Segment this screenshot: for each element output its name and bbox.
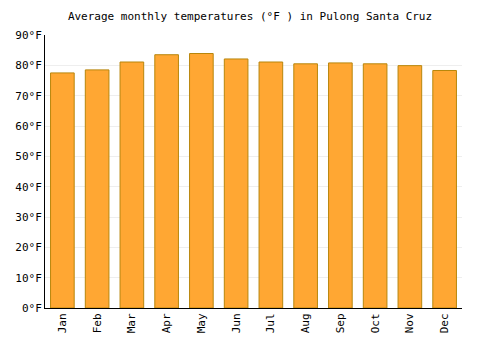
- svg-text:80°F: 80°F: [15, 59, 42, 72]
- svg-text:Dec: Dec: [438, 313, 451, 333]
- svg-text:90°F: 90°F: [15, 29, 42, 42]
- svg-text:Nov: Nov: [403, 313, 416, 333]
- svg-text:Jan: Jan: [56, 313, 69, 333]
- svg-text:0°F: 0°F: [22, 302, 42, 315]
- svg-text:Jul: Jul: [264, 313, 277, 333]
- svg-text:Aug: Aug: [299, 313, 312, 333]
- svg-text:Sep: Sep: [334, 313, 347, 333]
- svg-text:Oct: Oct: [369, 313, 382, 333]
- svg-text:Apr: Apr: [160, 313, 173, 333]
- svg-text:50°F: 50°F: [15, 150, 42, 163]
- svg-text:Average monthly temperatures (: Average monthly temperatures (°F ) in Pu…: [68, 10, 432, 23]
- svg-text:Feb: Feb: [91, 313, 104, 333]
- svg-text:70°F: 70°F: [15, 90, 42, 103]
- svg-text:Mar: Mar: [125, 313, 138, 333]
- svg-text:Jun: Jun: [230, 313, 243, 333]
- svg-text:30°F: 30°F: [15, 211, 42, 224]
- svg-text:40°F: 40°F: [15, 181, 42, 194]
- svg-text:20°F: 20°F: [15, 241, 42, 254]
- svg-text:10°F: 10°F: [15, 272, 42, 285]
- svg-text:May: May: [195, 313, 208, 333]
- svg-text:60°F: 60°F: [15, 120, 42, 133]
